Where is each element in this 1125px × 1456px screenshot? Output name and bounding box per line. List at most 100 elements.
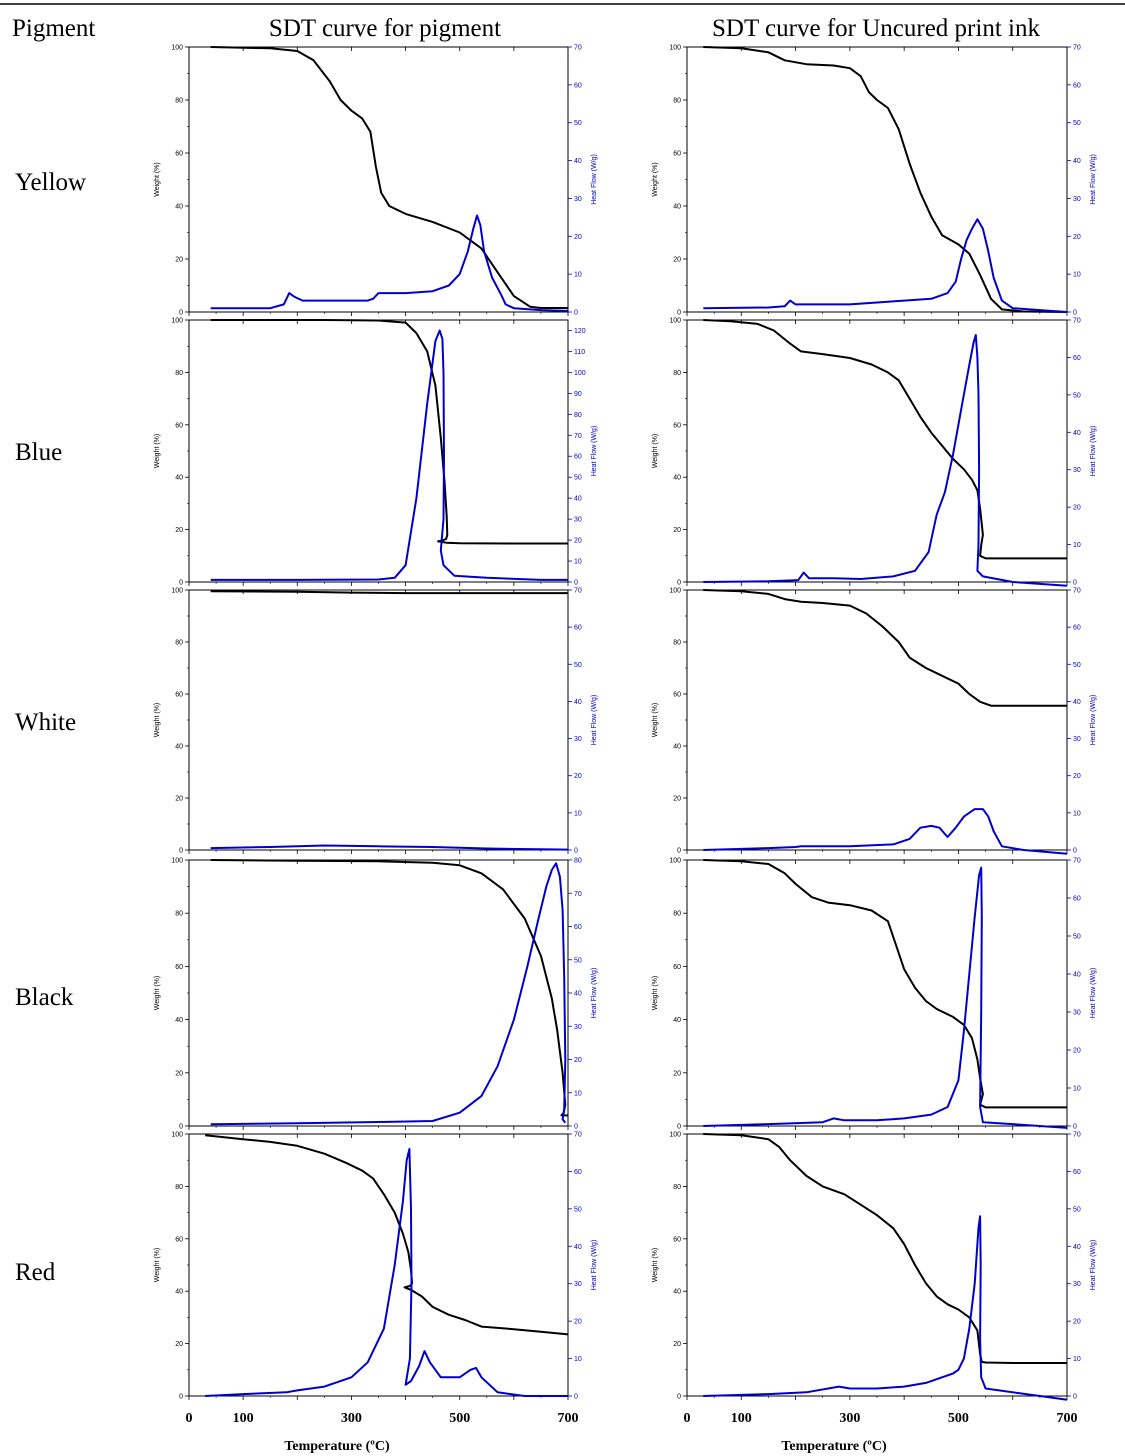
x-tick-label-col2: 100 bbox=[731, 1411, 752, 1426]
y-left-axis-label: Weight (%) bbox=[154, 976, 161, 1011]
y-left-tick-label: 80 bbox=[673, 370, 681, 377]
header-pigment: Pigment bbox=[12, 15, 95, 42]
y-right-tick-label: 80 bbox=[574, 858, 582, 865]
y-left-tick-label: 20 bbox=[175, 796, 183, 803]
y-left-tick-label: 80 bbox=[175, 370, 183, 377]
heat-flow-series-line bbox=[210, 329, 568, 581]
plot-frame bbox=[188, 589, 569, 851]
y-right-tick-label: 10 bbox=[574, 1090, 582, 1097]
weight-series-line bbox=[703, 319, 1067, 560]
x-tick-label-col1: 700 bbox=[558, 1411, 579, 1426]
heat-flow-series-line bbox=[210, 214, 569, 312]
y-left-tick-label: 100 bbox=[171, 1132, 183, 1139]
heat-flow-series-line bbox=[703, 218, 1068, 313]
y-right-axis-label: Heat Flow (W/g) bbox=[591, 968, 598, 1019]
weight-series-line bbox=[210, 46, 568, 309]
y-right-tick-label: 50 bbox=[1073, 1206, 1081, 1213]
y-left-tick-label: 40 bbox=[673, 204, 681, 211]
y-right-tick-label: 60 bbox=[574, 924, 582, 931]
weight-series-line bbox=[210, 859, 568, 1117]
y-left-tick-label: 20 bbox=[175, 1070, 183, 1077]
y-right-tick-label: 20 bbox=[1073, 773, 1081, 780]
x-tick-label-col2: 300 bbox=[839, 1411, 860, 1426]
y-right-tick-label: 0 bbox=[1073, 1394, 1077, 1401]
y-right-axis-label: Heat Flow (W/g) bbox=[1090, 1240, 1097, 1291]
y-left-tick-label: 0 bbox=[677, 310, 681, 317]
y-left-tick-label: 60 bbox=[175, 1236, 183, 1243]
y-left-axis-label: Weight (%) bbox=[154, 703, 161, 738]
y-left-tick-label: 40 bbox=[175, 744, 183, 751]
heat-flow-series-line bbox=[210, 844, 569, 851]
y-right-tick-label: 10 bbox=[1073, 1356, 1081, 1363]
x-tick-label-col2: 700 bbox=[1057, 1411, 1078, 1426]
y-right-tick-label: 10 bbox=[574, 272, 582, 279]
y-right-tick-label: 10 bbox=[1073, 542, 1081, 549]
row-label-black: Black bbox=[15, 984, 74, 1011]
y-right-tick-label: 10 bbox=[1073, 1086, 1081, 1093]
y-right-tick-label: 10 bbox=[1073, 272, 1081, 279]
y-right-tick-label: 10 bbox=[574, 810, 582, 817]
y-right-tick-label: 0 bbox=[1073, 1124, 1077, 1131]
y-left-tick-label: 60 bbox=[175, 151, 183, 158]
y-left-tick-label: 100 bbox=[669, 858, 681, 865]
y-right-tick-label: 120 bbox=[574, 328, 586, 335]
y-left-axis-label: Weight (%) bbox=[154, 162, 161, 197]
y-right-tick-label: 20 bbox=[574, 538, 582, 545]
y-right-tick-label: 40 bbox=[1073, 158, 1081, 165]
y-right-axis-label: Heat Flow (W/g) bbox=[591, 695, 598, 746]
y-right-tick-label: 90 bbox=[574, 391, 582, 398]
y-right-axis-label: Heat Flow (W/g) bbox=[1090, 426, 1097, 477]
y-right-tick-label: 20 bbox=[574, 773, 582, 780]
y-right-tick-label: 110 bbox=[574, 349, 585, 356]
y-right-tick-label: 40 bbox=[1073, 699, 1081, 706]
panel-blue-1: 0 20 40 60 80 100 0 10 20 30 40 50 60 70 80 90 100 110 120… bbox=[154, 318, 598, 587]
y-right-tick-label: 20 bbox=[1073, 1048, 1081, 1055]
y-left-tick-label: 20 bbox=[673, 1070, 681, 1077]
y-right-tick-label: 100 bbox=[574, 370, 586, 377]
y-left-tick-label: 80 bbox=[175, 1184, 183, 1191]
y-right-tick-label: 50 bbox=[1073, 934, 1081, 941]
weight-series-line bbox=[703, 589, 1067, 707]
y-left-tick-label: 0 bbox=[677, 848, 681, 855]
y-right-tick-label: 50 bbox=[574, 1206, 582, 1213]
y-left-tick-label: 20 bbox=[175, 1341, 183, 1348]
y-right-tick-label: 0 bbox=[574, 1394, 578, 1401]
y-left-tick-label: 0 bbox=[179, 1124, 183, 1131]
y-left-tick-label: 100 bbox=[171, 318, 183, 325]
y-right-tick-label: 20 bbox=[574, 1057, 582, 1064]
y-right-tick-label: 50 bbox=[574, 662, 582, 669]
y-left-axis-label: Weight (%) bbox=[154, 434, 161, 469]
header-col2: SDT curve for Uncured print ink bbox=[712, 15, 1040, 42]
y-left-tick-label: 100 bbox=[669, 318, 681, 325]
y-right-tick-label: 70 bbox=[574, 891, 582, 898]
y-right-tick-label: 20 bbox=[1073, 1319, 1081, 1326]
y-left-tick-label: 80 bbox=[673, 98, 681, 105]
y-right-tick-label: 40 bbox=[574, 1244, 582, 1251]
plot-frame bbox=[188, 1133, 569, 1397]
y-right-tick-label: 70 bbox=[1073, 318, 1081, 325]
y-left-tick-label: 100 bbox=[669, 588, 681, 595]
y-right-axis-label: Heat Flow (W/g) bbox=[591, 1240, 598, 1291]
y-left-tick-label: 40 bbox=[175, 1289, 183, 1296]
y-right-tick-label: 40 bbox=[1073, 430, 1081, 437]
y-right-tick-label: 30 bbox=[1073, 467, 1081, 474]
y-right-tick-label: 20 bbox=[574, 1319, 582, 1326]
y-right-tick-label: 70 bbox=[1073, 1132, 1081, 1139]
y-right-tick-label: 30 bbox=[574, 196, 582, 203]
y-left-tick-label: 0 bbox=[179, 1394, 183, 1401]
y-right-tick-label: 80 bbox=[574, 412, 582, 419]
row-label-white: White bbox=[15, 709, 76, 736]
y-left-tick-label: 80 bbox=[673, 640, 681, 647]
y-left-tick-label: 0 bbox=[677, 580, 681, 587]
y-right-tick-label: 40 bbox=[574, 158, 582, 165]
y-left-tick-label: 20 bbox=[673, 257, 681, 264]
y-right-tick-label: 20 bbox=[1073, 505, 1081, 512]
y-left-tick-label: 100 bbox=[669, 1132, 681, 1139]
y-left-tick-label: 60 bbox=[175, 422, 183, 429]
y-left-tick-label: 0 bbox=[677, 1394, 681, 1401]
y-right-axis-label: Heat Flow (W/g) bbox=[591, 426, 598, 477]
y-right-tick-label: 0 bbox=[574, 848, 578, 855]
y-right-tick-label: 60 bbox=[1073, 896, 1081, 903]
y-right-tick-label: 10 bbox=[574, 1356, 582, 1363]
y-right-tick-label: 10 bbox=[574, 559, 582, 566]
